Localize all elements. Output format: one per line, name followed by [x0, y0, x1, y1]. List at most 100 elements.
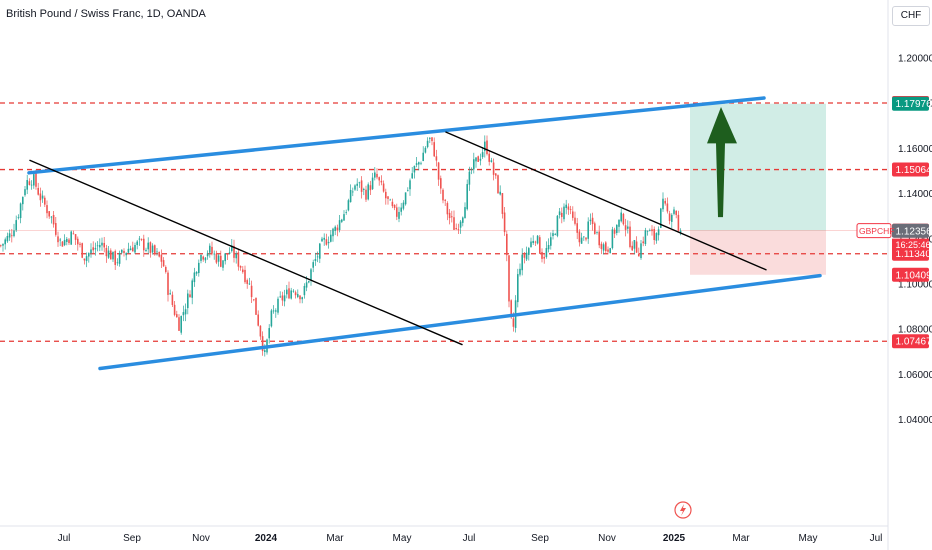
downtrend-1-trendline[interactable] — [29, 159, 463, 346]
candle-body — [666, 203, 669, 212]
candle-body — [499, 191, 501, 195]
x-tick-label: Jul — [58, 533, 71, 544]
candle-body — [596, 232, 598, 233]
upper-channel-trendline[interactable] — [27, 96, 766, 175]
candle-body — [459, 221, 462, 228]
candle-body — [578, 231, 581, 243]
candle-body — [316, 256, 319, 258]
price-label-text: 1.10409 — [896, 270, 932, 281]
candle-body — [180, 316, 182, 333]
price-label-target — [892, 96, 929, 111]
candle-body — [404, 192, 407, 205]
candle-body — [378, 177, 380, 181]
candle-body — [206, 253, 209, 257]
candle-body — [255, 297, 257, 315]
candle-body — [270, 310, 273, 327]
candle-body — [490, 160, 493, 163]
candle-body — [547, 245, 550, 250]
candle-body — [211, 246, 213, 254]
candle-body — [173, 304, 176, 315]
candle-body — [310, 269, 312, 281]
candle-body — [85, 256, 88, 261]
candle-body — [382, 183, 385, 192]
x-tick-label: Nov — [598, 533, 616, 544]
candle-body — [374, 172, 376, 178]
candle-body — [594, 223, 596, 234]
candle-body — [627, 226, 629, 229]
candle-body — [288, 288, 290, 299]
candle-body — [169, 293, 171, 295]
candle-body — [6, 235, 9, 242]
candle-body — [563, 206, 565, 220]
candle-body — [198, 262, 200, 274]
candle-body — [275, 310, 277, 312]
candle-body — [609, 248, 611, 254]
candle-body — [217, 255, 220, 262]
candle-body — [151, 245, 154, 253]
lower-channel-trendline[interactable] — [98, 273, 822, 371]
candle-body — [371, 177, 374, 190]
loss-zone[interactable] — [690, 230, 826, 275]
candle-body — [189, 294, 191, 298]
candle-body — [237, 252, 240, 267]
candle-body — [277, 298, 279, 313]
downtrend-2-trendline[interactable] — [445, 131, 767, 271]
candle-body — [261, 336, 264, 352]
candle-body — [44, 197, 46, 205]
candle-body — [96, 245, 99, 247]
candle-body — [286, 289, 288, 295]
profit-zone[interactable] — [690, 103, 826, 231]
candle-body — [618, 219, 620, 227]
candle-body — [279, 296, 281, 298]
candle-body — [358, 182, 361, 184]
price-label-stop — [892, 267, 929, 282]
candle-body — [112, 251, 114, 260]
candle-body — [193, 272, 196, 283]
candle-body — [556, 215, 559, 236]
candle-body — [448, 212, 451, 219]
candle-body — [534, 241, 537, 243]
candle-body — [506, 233, 508, 256]
candle-body — [341, 219, 343, 222]
candle-body — [402, 202, 405, 209]
candle-body — [389, 199, 391, 201]
candle-body — [215, 253, 218, 263]
candle-body — [492, 162, 495, 175]
candle-body — [462, 217, 464, 223]
candle-body — [209, 245, 211, 253]
price-label-level — [892, 334, 929, 349]
candle-body — [360, 180, 363, 192]
candle-body — [657, 229, 660, 236]
candle-body — [523, 254, 526, 258]
currency-button[interactable]: CHF — [892, 6, 930, 26]
candle-body — [13, 230, 15, 237]
candle-body — [444, 199, 446, 201]
candle-body — [110, 250, 112, 260]
price-label-level — [892, 162, 929, 177]
candle-body — [532, 240, 534, 244]
candle-body — [28, 181, 31, 185]
candle-body — [116, 262, 119, 264]
arrow-up-icon[interactable] — [707, 107, 737, 218]
candle-body — [470, 169, 473, 171]
x-tick-label: Sep — [123, 533, 141, 544]
candle-body — [651, 229, 653, 232]
candle-body — [624, 225, 627, 230]
candle-body — [585, 237, 587, 240]
price-label-text: 1.12356 — [896, 226, 932, 237]
candle-body — [387, 196, 389, 199]
candle-body — [457, 228, 460, 230]
candle-body — [640, 243, 642, 259]
candle-body — [660, 208, 662, 228]
candle-body — [107, 250, 110, 258]
candle-body — [123, 250, 125, 254]
candle-body — [165, 267, 167, 272]
candle-body — [598, 231, 600, 246]
candle-body — [629, 226, 631, 248]
candle-body — [488, 153, 490, 162]
candle-body — [66, 238, 68, 242]
candle-body — [46, 205, 48, 214]
candle-body — [162, 260, 165, 267]
candle-body — [622, 213, 625, 225]
